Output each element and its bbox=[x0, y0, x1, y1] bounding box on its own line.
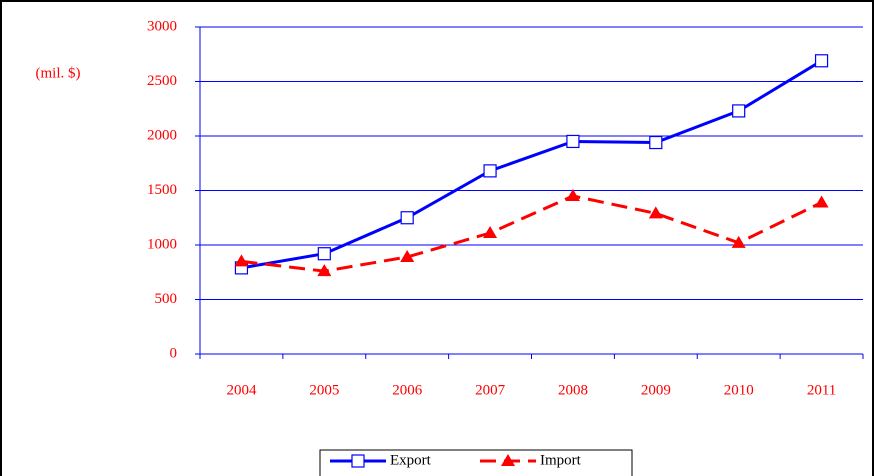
data-point bbox=[648, 206, 663, 219]
x-tick-label: 2009 bbox=[641, 382, 671, 398]
x-tick-label: 2008 bbox=[558, 382, 588, 398]
series-line bbox=[241, 59, 823, 270]
data-point bbox=[732, 104, 746, 118]
data-point bbox=[565, 188, 580, 201]
legend-label: Import bbox=[540, 452, 582, 468]
x-tick-label: 2005 bbox=[309, 382, 339, 398]
data-point bbox=[317, 264, 332, 277]
y-tick-label: 1500 bbox=[147, 182, 177, 198]
data-point bbox=[566, 134, 580, 149]
x-tick-label: 2007 bbox=[475, 382, 506, 398]
x-tick-label: 2010 bbox=[724, 382, 754, 398]
y-tick-label: 500 bbox=[155, 291, 178, 307]
series-line bbox=[241, 194, 823, 273]
data-point bbox=[814, 54, 829, 68]
data-point bbox=[483, 226, 498, 239]
data-point bbox=[649, 135, 663, 150]
y-tick-label: 1000 bbox=[147, 236, 177, 252]
y-tick-label: 2500 bbox=[147, 73, 177, 89]
data-point bbox=[400, 211, 414, 225]
x-tick-label: 2011 bbox=[807, 382, 836, 398]
legend-label: Export bbox=[390, 452, 432, 468]
y-axis-label: (mil. $) bbox=[36, 65, 81, 81]
data-point bbox=[400, 249, 415, 262]
data-point bbox=[814, 195, 829, 208]
data-point bbox=[234, 254, 249, 267]
data-point bbox=[483, 164, 497, 178]
legend-marker bbox=[501, 454, 515, 466]
y-tick-label: 3000 bbox=[147, 18, 177, 34]
legend-marker bbox=[351, 454, 365, 468]
y-tick-label: 0 bbox=[170, 345, 178, 361]
data-point bbox=[731, 235, 746, 248]
y-tick-label: 2000 bbox=[147, 127, 177, 143]
x-tick-label: 2004 bbox=[226, 382, 257, 398]
x-tick-label: 2006 bbox=[392, 382, 423, 398]
data-point bbox=[317, 247, 331, 261]
legend-box bbox=[319, 449, 633, 476]
